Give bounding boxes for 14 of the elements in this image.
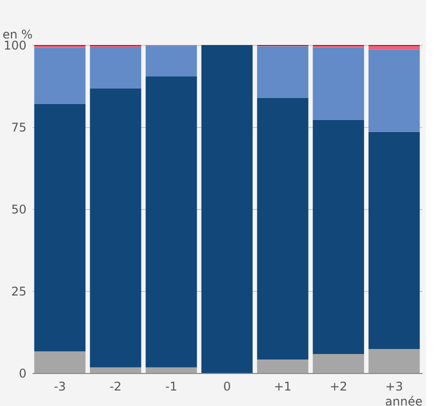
x-tick-label: +1 xyxy=(274,380,292,394)
y-tick-label: 50 xyxy=(11,202,26,216)
x-tick-label: 0 xyxy=(223,380,231,394)
y-tick-label: 75 xyxy=(11,120,26,134)
y-tick-label: 100 xyxy=(4,38,26,52)
y-axis-title: en % xyxy=(2,28,33,42)
y-tick-label: 0 xyxy=(18,366,26,380)
x-tick-label: -3 xyxy=(54,380,66,394)
x-tick-label: -1 xyxy=(165,380,178,394)
x-tick-label: +3 xyxy=(385,380,403,394)
x-tick-label: +2 xyxy=(330,380,348,394)
x-axis-title: année xyxy=(385,394,422,406)
x-tick-label: -2 xyxy=(110,380,122,394)
y-tick-label: 25 xyxy=(11,284,26,298)
